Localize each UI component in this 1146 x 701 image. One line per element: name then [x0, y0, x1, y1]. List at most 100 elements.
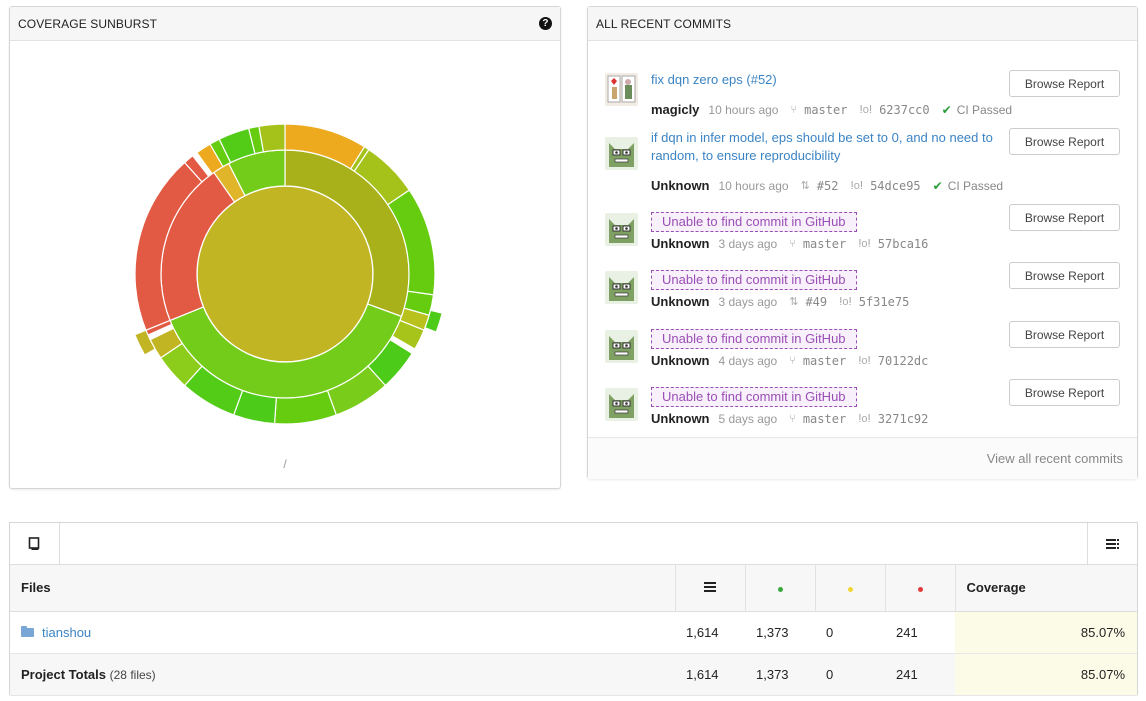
- sunburst-segment[interactable]: [424, 309, 443, 333]
- check-icon: ✔: [941, 102, 952, 117]
- commit-icon: ⵑoⵑ: [859, 104, 873, 116]
- totals-misses-cell: 241: [885, 653, 955, 696]
- commit-sha[interactable]: 54dce95: [870, 178, 921, 193]
- browse-report-button[interactable]: Browse Report: [1009, 321, 1120, 348]
- commit-meta: Unknown 5 days ago ⑂ master ⵑoⵑ 3271c92: [651, 411, 928, 426]
- files-table: Files Coverage tianshou 1,614 1,373: [10, 565, 1137, 696]
- commit-message-link[interactable]: if dqn in infer model, eps should be set…: [651, 130, 993, 163]
- commit-sha[interactable]: 5f31e75: [858, 294, 910, 309]
- commit-author: magicly: [651, 102, 700, 117]
- hits-column-header[interactable]: [744, 565, 815, 612]
- branch-icon: ⑂: [790, 103, 798, 116]
- commit-author: Unknown: [651, 178, 710, 193]
- partials-cell: 0: [815, 611, 885, 654]
- list-icon: [1105, 539, 1119, 549]
- commit-time: 10 hours ago: [708, 102, 779, 117]
- browse-report-button[interactable]: Browse Report: [1009, 128, 1120, 155]
- avatar[interactable]: [605, 271, 638, 304]
- commit-meta: Unknown 10 hours ago ⇅ #52 ⵑoⵑ 54dce95 ✔ CI Pas…: [651, 178, 1003, 193]
- sunburst-header: COVERAGE SUNBURST ?: [10, 7, 560, 41]
- coverage-column-header[interactable]: Coverage: [954, 565, 1137, 612]
- sunburst-segment[interactable]: [391, 319, 425, 350]
- commit-not-found-label: Unable to find commit in GitHub: [651, 212, 857, 232]
- browse-report-button[interactable]: Browse Report: [1009, 204, 1120, 231]
- totals-file-count: (28 files): [109, 667, 156, 682]
- sunburst-segment[interactable]: [183, 154, 210, 183]
- check-icon: ✔: [932, 178, 943, 193]
- commit-icon: ⵑoⵑ: [839, 296, 852, 308]
- commit-ref[interactable]: #49: [805, 294, 828, 309]
- commits-footer: View all recent commits: [588, 437, 1137, 479]
- commits-header: ALL RECENT COMMITS: [588, 7, 1137, 41]
- help-icon[interactable]: ?: [539, 17, 552, 30]
- hit-dot-icon: [777, 587, 783, 593]
- avatar[interactable]: [605, 388, 638, 421]
- sunburst-segment[interactable]: [149, 327, 184, 359]
- branch-icon: ⑂: [789, 354, 796, 367]
- table-header-row: Files Coverage: [10, 565, 1137, 612]
- commit-ref[interactable]: master: [802, 236, 847, 251]
- browse-report-button[interactable]: Browse Report: [1009, 70, 1120, 97]
- sunburst-chart[interactable]: [10, 42, 562, 462]
- totals-label-cell: Project Totals (28 files): [10, 653, 675, 696]
- branch-icon: ⑂: [789, 237, 796, 250]
- avatar[interactable]: [605, 330, 638, 363]
- commit-sha[interactable]: 70122dc: [877, 353, 929, 368]
- commit-icon: ⵑoⵑ: [858, 238, 871, 250]
- totals-label: Project Totals: [21, 666, 107, 682]
- ci-status: CI Passed: [956, 102, 1013, 117]
- commit-sha[interactable]: 3271c92: [877, 411, 929, 426]
- commit-author: Unknown: [651, 294, 710, 309]
- commit-ref[interactable]: master: [802, 411, 847, 426]
- view-all-commits-link[interactable]: View all recent commits: [986, 451, 1123, 466]
- commit-time: 10 hours ago: [718, 178, 789, 193]
- pull-request-icon: ⇅: [800, 180, 810, 192]
- folder-link[interactable]: tianshou: [42, 624, 92, 640]
- lines-icon: [704, 582, 716, 593]
- commit-icon: ⵑoⵑ: [858, 355, 871, 367]
- coverage-cell: 85.07%: [955, 611, 1137, 654]
- commit-not-found-label: Unable to find commit in GitHub: [651, 387, 857, 407]
- commit-author: Unknown: [651, 236, 710, 251]
- commit-message-link[interactable]: fix dqn zero eps (#52): [651, 72, 777, 87]
- commit-time: 3 days ago: [718, 236, 778, 251]
- misses-cell: 241: [885, 611, 955, 654]
- commit-sha[interactable]: 6237cc0: [879, 102, 930, 117]
- sunburst-segment[interactable]: [258, 123, 286, 153]
- coverage-sunburst-panel: COVERAGE SUNBURST ? /: [9, 6, 561, 489]
- commit-not-found-label: Unable to find commit in GitHub: [651, 329, 857, 349]
- totals-lines-cell: 1,614: [675, 653, 745, 696]
- files-column-header[interactable]: Files: [10, 565, 675, 612]
- avatar[interactable]: [605, 213, 638, 246]
- sunburst-path-label: /: [283, 457, 287, 471]
- partials-column-header[interactable]: [814, 565, 885, 612]
- avatar[interactable]: [605, 73, 638, 106]
- sunburst-center[interactable]: [196, 185, 374, 363]
- file-name-cell[interactable]: tianshou: [10, 611, 675, 654]
- commit-sha[interactable]: 57bca16: [877, 236, 929, 251]
- ci-status: CI Passed: [947, 178, 1004, 193]
- commit-author: Unknown: [651, 353, 710, 368]
- commit-meta: magicly 10 hours ago ⑂ master ⵑoⵑ 6237cc0 ✔ CI …: [651, 102, 1012, 117]
- commit-time: 4 days ago: [718, 353, 778, 368]
- browse-report-button[interactable]: Browse Report: [1009, 379, 1120, 406]
- commit-ref[interactable]: #52: [816, 178, 839, 193]
- file-view-toggle[interactable]: [10, 523, 60, 565]
- browse-report-button[interactable]: Browse Report: [1009, 262, 1120, 289]
- book-icon: [28, 537, 40, 550]
- commit-icon: ⵑoⵑ: [858, 413, 871, 425]
- list-view-toggle[interactable]: [1087, 523, 1137, 565]
- sunburst-title: COVERAGE SUNBURST: [18, 16, 158, 31]
- recent-commits-panel: ALL RECENT COMMITS fix dqn zero eps (#52…: [587, 6, 1138, 479]
- commit-ref[interactable]: master: [804, 102, 848, 117]
- lines-column-header[interactable]: [674, 565, 745, 612]
- commits-title: ALL RECENT COMMITS: [596, 16, 732, 31]
- commit-ref[interactable]: master: [802, 353, 847, 368]
- misses-column-header[interactable]: [884, 565, 955, 612]
- commit-time: 3 days ago: [718, 294, 778, 309]
- files-toolbar: [10, 523, 1137, 565]
- files-panel: Files Coverage tianshou 1,614 1,373: [9, 522, 1138, 696]
- avatar[interactable]: [605, 137, 638, 170]
- table-row: tianshou 1,614 1,373 0 241 85.07%: [10, 611, 1137, 654]
- sunburst-segment[interactable]: [134, 329, 156, 356]
